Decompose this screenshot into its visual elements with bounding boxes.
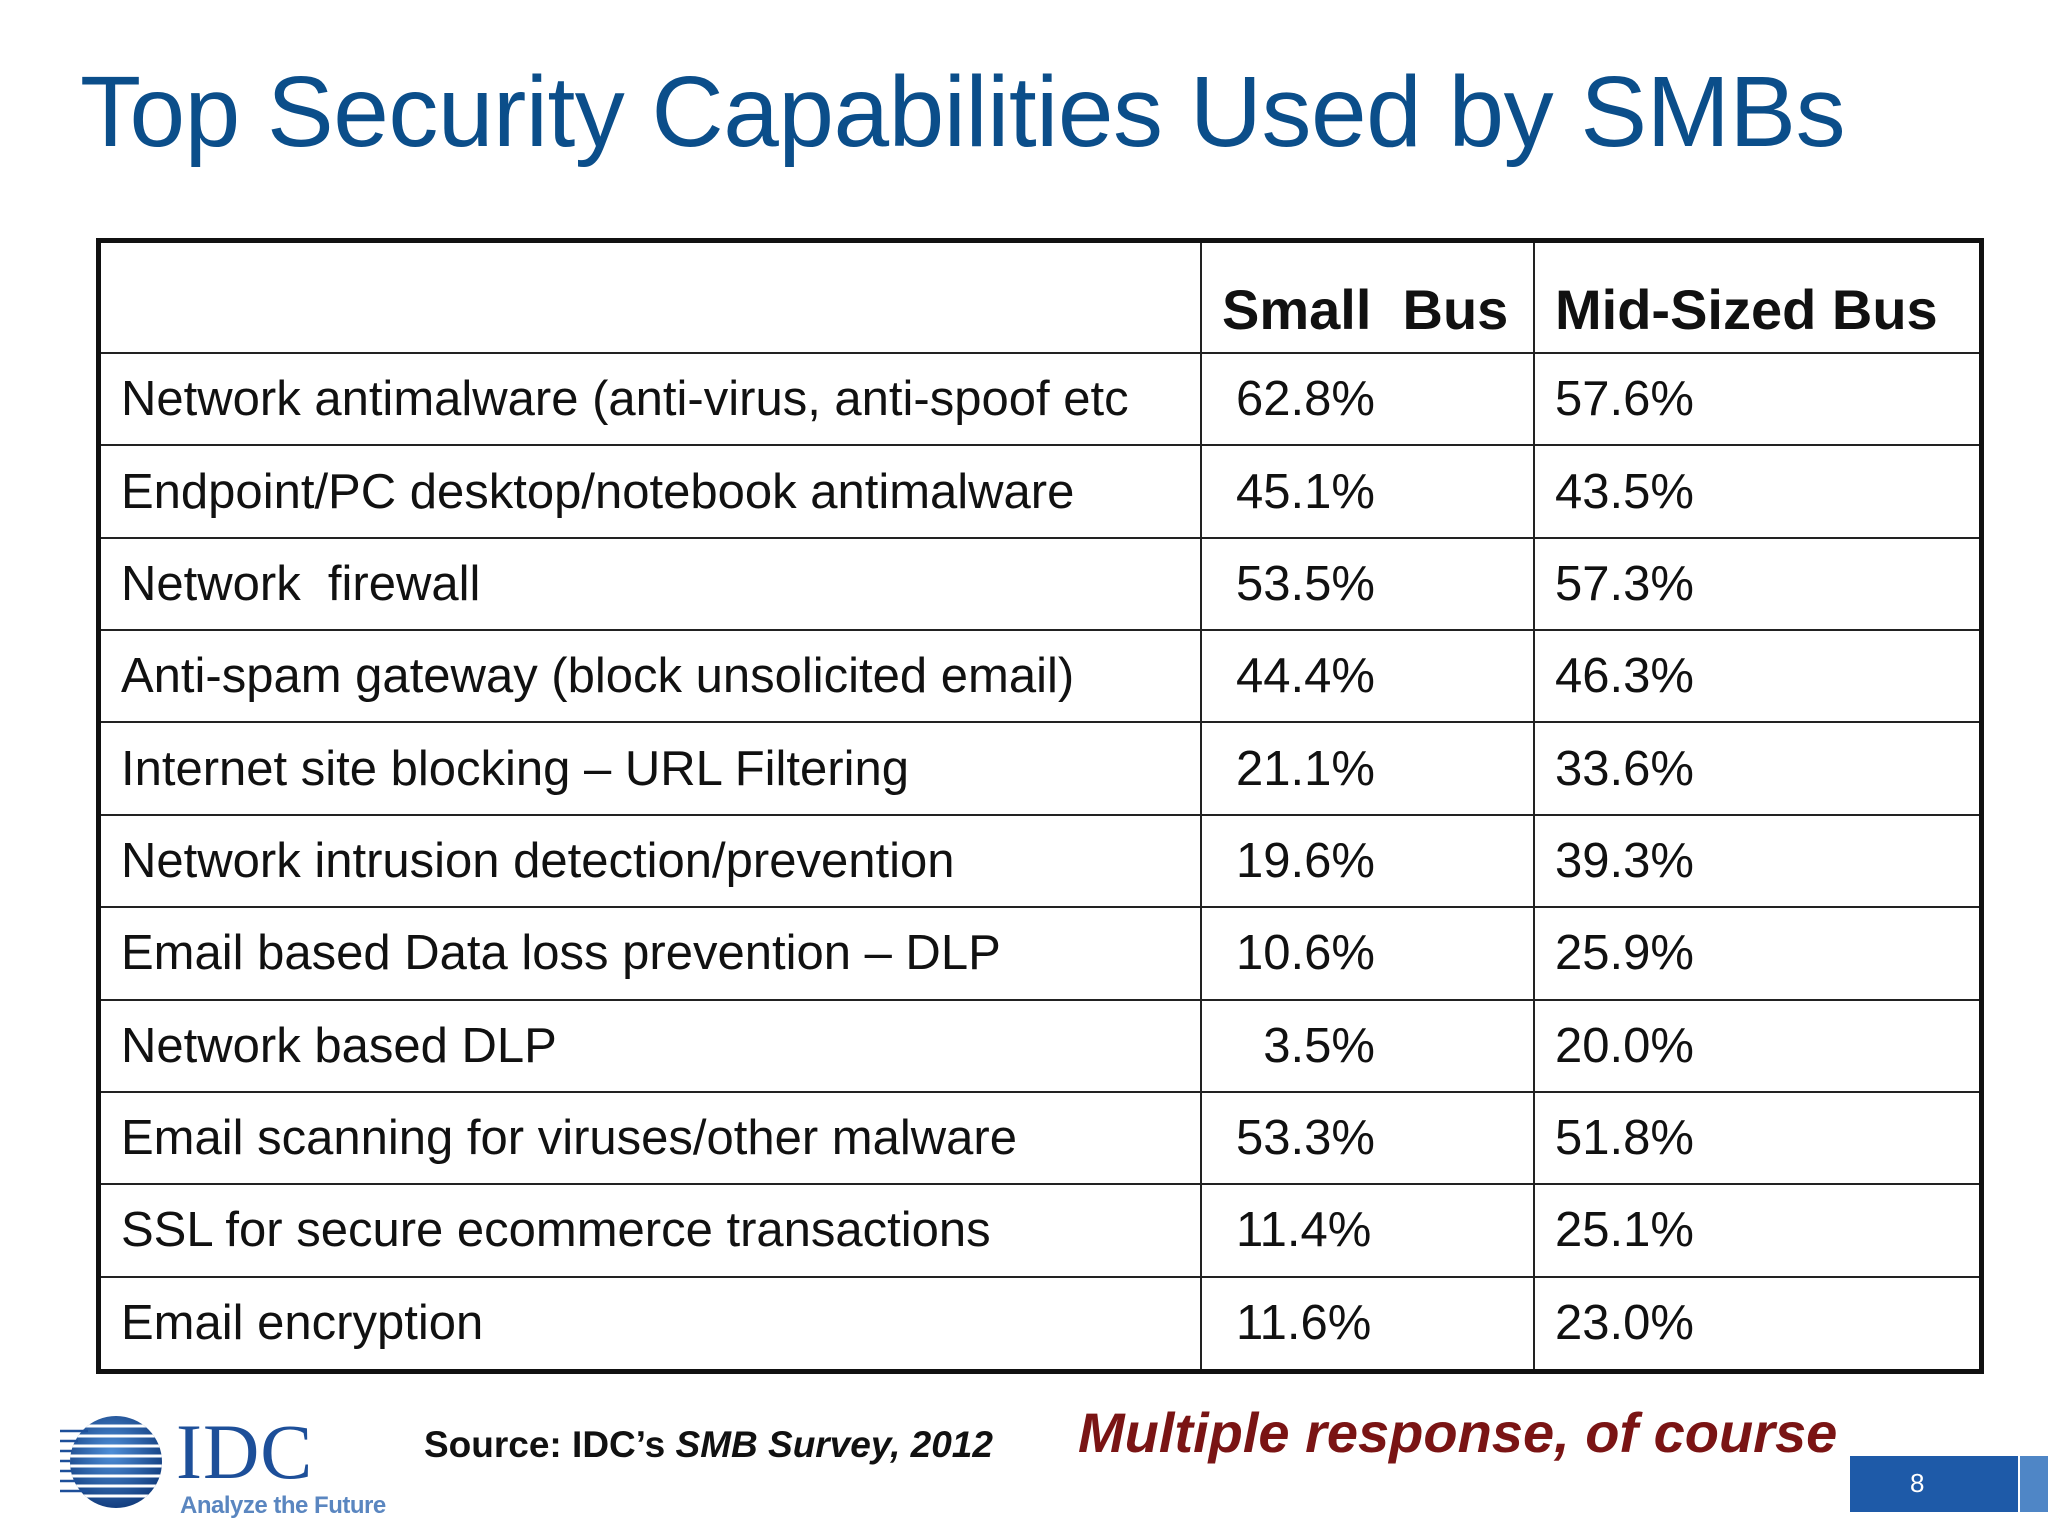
mid-bus-cell: 57.3%: [1533, 536, 1979, 632]
small-bus-cell: 62.8%: [1200, 351, 1535, 447]
page-number: 8: [1910, 1468, 1925, 1498]
table-row: Network firewall 53.5% 57.3%: [101, 536, 1979, 632]
mid-bus-cell: 20.0%: [1533, 998, 1979, 1093]
capability-cell: Network antimalware (anti-virus, anti-sp…: [101, 351, 1202, 447]
small-bus-cell: 44.4%: [1200, 629, 1535, 724]
small-bus-cell: 45.1%: [1200, 444, 1535, 539]
mid-bus-cell: 25.9%: [1533, 906, 1979, 1001]
header-small-bus: Small Bus: [1200, 243, 1535, 354]
small-bus-cell: 10.6%: [1200, 906, 1535, 1001]
idc-logo: IDC Analyze the Future: [58, 1408, 386, 1526]
mid-bus-cell: 51.8%: [1533, 1090, 1979, 1186]
capability-cell: Email scanning for viruses/other malware: [101, 1090, 1202, 1186]
logo-tagline: Analyze the Future: [180, 1492, 386, 1519]
small-bus-cell: 19.6%: [1200, 813, 1535, 909]
mid-bus-cell: 39.3%: [1533, 813, 1979, 909]
table-row: Endpoint/PC desktop/notebook antimalware…: [101, 444, 1979, 539]
capability-cell: Network intrusion detection/prevention: [101, 813, 1202, 909]
source-citation: Source: IDC’s SMB Survey, 2012: [424, 1424, 993, 1466]
table-row: Email encryption 11.6% 23.0%: [101, 1275, 1979, 1369]
page-number-box: 8: [1850, 1456, 2018, 1512]
capability-cell: Anti-spam gateway (block unsolicited ema…: [101, 629, 1202, 724]
capability-cell: Network firewall: [101, 536, 1202, 632]
small-bus-cell: 3.5%: [1200, 998, 1535, 1093]
small-bus-cell: 53.3%: [1200, 1090, 1535, 1186]
table-row: Anti-spam gateway (block unsolicited ema…: [101, 629, 1979, 724]
small-bus-cell: 11.6%: [1200, 1275, 1535, 1369]
capability-cell: Endpoint/PC desktop/notebook antimalware: [101, 444, 1202, 539]
small-bus-cell: 11.4%: [1200, 1183, 1535, 1278]
table-row: Email based Data loss prevention – DLP 1…: [101, 906, 1979, 1001]
table-row: Network based DLP 3.5% 20.0%: [101, 998, 1979, 1093]
source-prefix: Source: IDC’s: [424, 1424, 676, 1465]
mid-bus-cell: 43.5%: [1533, 444, 1979, 539]
mid-bus-cell: 57.6%: [1533, 351, 1979, 447]
mid-bus-cell: 25.1%: [1533, 1183, 1979, 1278]
table-row: Internet site blocking – URL Filtering 2…: [101, 721, 1979, 816]
capability-cell: SSL for secure ecommerce transactions: [101, 1183, 1202, 1278]
capability-cell: Email encryption: [101, 1275, 1202, 1369]
table-header-row: Small Bus Mid-Sized Bus: [101, 243, 1979, 354]
capability-cell: Network based DLP: [101, 998, 1202, 1093]
table-row: Network antimalware (anti-virus, anti-sp…: [101, 351, 1979, 447]
page-accent-bar: [2020, 1456, 2048, 1512]
mid-bus-cell: 46.3%: [1533, 629, 1979, 724]
slide-title: Top Security Capabilities Used by SMBs: [80, 56, 1846, 168]
header-mid-sized-bus: Mid-Sized Bus: [1533, 243, 1979, 354]
table-row: SSL for secure ecommerce transactions 11…: [101, 1183, 1979, 1278]
multiple-response-note: Multiple response, of course: [1078, 1401, 1838, 1464]
logo-wordmark: IDC: [176, 1408, 314, 1495]
mid-bus-cell: 23.0%: [1533, 1275, 1979, 1369]
capability-cell: Internet site blocking – URL Filtering: [101, 721, 1202, 816]
mid-bus-cell: 33.6%: [1533, 721, 1979, 816]
capability-cell: Email based Data loss prevention – DLP: [101, 906, 1202, 1001]
source-survey: SMB Survey, 2012: [675, 1424, 993, 1465]
small-bus-cell: 21.1%: [1200, 721, 1535, 816]
capabilities-table: Small Bus Mid-Sized Bus Network antimalw…: [96, 238, 1984, 1374]
small-bus-cell: 53.5%: [1200, 536, 1535, 632]
header-capability: [101, 243, 1202, 354]
globe-icon: [60, 1416, 162, 1508]
table-row: Email scanning for viruses/other malware…: [101, 1090, 1979, 1186]
table-row: Network intrusion detection/prevention 1…: [101, 813, 1979, 909]
